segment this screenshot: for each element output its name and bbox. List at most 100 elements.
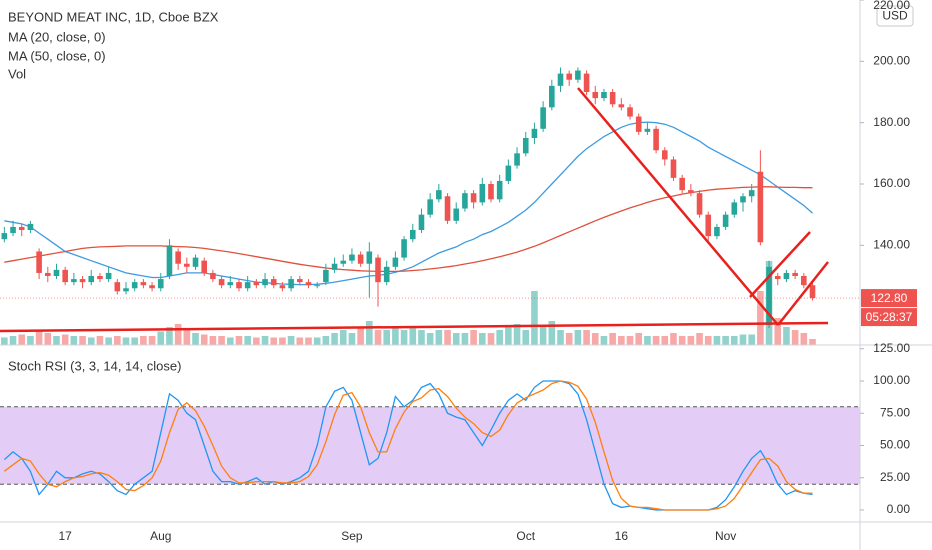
candle-body bbox=[748, 190, 755, 197]
volume-bar bbox=[148, 336, 156, 345]
candle-body bbox=[609, 92, 616, 105]
candle-body bbox=[140, 282, 147, 286]
volume-bar bbox=[713, 336, 721, 345]
volume-bar bbox=[226, 337, 234, 345]
y-tick-label: 220.00 bbox=[873, 0, 910, 12]
y-tick-label: 125.00 bbox=[873, 341, 910, 355]
candle-body bbox=[36, 251, 42, 273]
candle-body bbox=[792, 272, 798, 276]
trend-line bbox=[0, 321, 829, 333]
candle-body bbox=[27, 223, 34, 230]
volume-bar bbox=[470, 330, 477, 345]
candle-body bbox=[262, 279, 268, 286]
volume-bar bbox=[287, 336, 295, 345]
volume-bar bbox=[618, 336, 625, 345]
candle-body bbox=[192, 257, 199, 267]
candle-body bbox=[323, 269, 329, 283]
candle-body bbox=[766, 266, 772, 326]
volume-bar bbox=[696, 333, 703, 345]
volume-bar bbox=[678, 336, 686, 345]
volume-bar bbox=[757, 291, 764, 345]
volume-bar bbox=[704, 336, 712, 345]
candle-body bbox=[297, 279, 303, 283]
candle-body bbox=[679, 177, 685, 191]
candle-body bbox=[401, 239, 407, 258]
candle-body bbox=[688, 190, 694, 194]
candle-body bbox=[114, 282, 121, 292]
volume-bar bbox=[505, 327, 512, 345]
candle-body bbox=[496, 180, 503, 200]
volume-bar bbox=[652, 336, 660, 345]
volume-bar bbox=[1, 337, 8, 345]
volume-bar bbox=[548, 321, 556, 345]
legend-entry: MA (20, close, 0) bbox=[8, 29, 106, 44]
axis-layer: 140.00 160.00 180.00 200.00 220.00 0.00 25.00 5… bbox=[0, 0, 917, 543]
volume-bar bbox=[87, 337, 95, 345]
candle-body bbox=[210, 272, 216, 280]
candle-body bbox=[453, 208, 460, 221]
candle-body bbox=[540, 107, 546, 129]
candle-body bbox=[522, 138, 529, 154]
volume-bar bbox=[114, 336, 121, 345]
volume-bar bbox=[174, 324, 182, 345]
volume-bar bbox=[426, 333, 434, 345]
candle-body bbox=[314, 285, 320, 287]
volume-bar bbox=[418, 330, 425, 345]
volume-bar bbox=[600, 336, 608, 345]
volume-bar bbox=[35, 330, 43, 345]
volume-bar bbox=[235, 336, 243, 345]
volume-bar bbox=[192, 333, 199, 345]
candle-body bbox=[157, 279, 164, 289]
volume-bar bbox=[244, 336, 251, 345]
volume-bar bbox=[270, 337, 278, 345]
volume-bar bbox=[670, 333, 677, 345]
candle-body bbox=[705, 214, 712, 237]
volume-bar bbox=[687, 336, 695, 345]
volume-bar bbox=[279, 337, 286, 345]
candle-body bbox=[97, 276, 103, 280]
volume-bar bbox=[626, 336, 634, 345]
volume-bar bbox=[305, 337, 312, 345]
candle-body bbox=[592, 92, 599, 99]
candle-body bbox=[557, 73, 564, 86]
volume-bar bbox=[409, 327, 417, 345]
volume-bar bbox=[731, 336, 738, 345]
candle-body bbox=[18, 226, 25, 230]
volume-bar bbox=[531, 291, 538, 345]
volume-bar bbox=[487, 333, 495, 345]
stoch-line bbox=[3, 380, 813, 511]
candle-body bbox=[531, 128, 538, 138]
x-tick-label: 17 bbox=[58, 529, 72, 543]
volume-bar bbox=[565, 333, 573, 345]
currency-label[interactable]: USD bbox=[882, 9, 908, 23]
candle-body bbox=[731, 202, 738, 215]
volume-bar bbox=[383, 330, 391, 345]
volume-bar bbox=[131, 337, 138, 345]
volume-bar bbox=[253, 337, 260, 345]
trend-line bbox=[577, 87, 779, 326]
volume-bar bbox=[452, 333, 460, 345]
candle-body bbox=[149, 285, 155, 289]
volume-bar bbox=[400, 330, 408, 345]
volume-bar bbox=[609, 333, 616, 345]
candle-body bbox=[627, 107, 633, 117]
candle-body bbox=[696, 193, 703, 215]
candle-body bbox=[201, 260, 208, 273]
currency-box[interactable] bbox=[876, 5, 914, 27]
candle-body bbox=[783, 272, 790, 280]
countdown-box bbox=[861, 308, 917, 327]
stoch-title: Stoch RSI (3, 3, 14, 14, close) bbox=[8, 358, 181, 373]
legend-entry: MA (50, close, 0) bbox=[8, 48, 106, 63]
x-tick-label: Nov bbox=[715, 529, 736, 543]
candle-body bbox=[514, 153, 520, 166]
volume-bar bbox=[739, 334, 747, 345]
volume-bar bbox=[261, 336, 269, 345]
candle-body bbox=[71, 279, 77, 283]
candle-body bbox=[175, 251, 181, 264]
candle-body bbox=[392, 257, 399, 267]
volume-bar bbox=[791, 330, 799, 345]
volume-bar bbox=[218, 336, 225, 345]
candle-body bbox=[644, 128, 651, 132]
candle-body bbox=[236, 282, 242, 289]
candle-body bbox=[62, 269, 68, 283]
